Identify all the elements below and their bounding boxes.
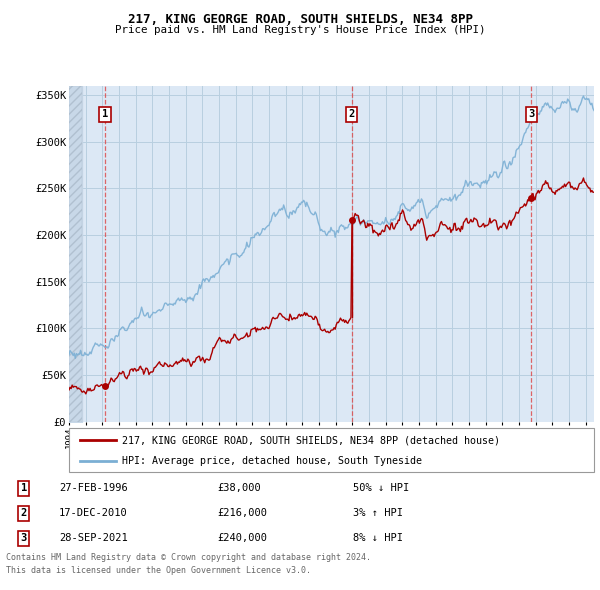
Text: HPI: Average price, detached house, South Tyneside: HPI: Average price, detached house, Sout…: [121, 456, 421, 466]
Text: 1: 1: [102, 109, 108, 119]
Text: 2: 2: [20, 509, 27, 518]
Text: 17-DEC-2010: 17-DEC-2010: [59, 509, 128, 518]
Text: 28-SEP-2021: 28-SEP-2021: [59, 533, 128, 543]
FancyBboxPatch shape: [69, 428, 594, 472]
Text: 8% ↓ HPI: 8% ↓ HPI: [353, 533, 403, 543]
Text: 2: 2: [349, 109, 355, 119]
Text: Contains HM Land Registry data © Crown copyright and database right 2024.: Contains HM Land Registry data © Crown c…: [6, 553, 371, 562]
Text: £38,000: £38,000: [218, 483, 262, 493]
Text: £240,000: £240,000: [218, 533, 268, 543]
Text: £216,000: £216,000: [218, 509, 268, 518]
Text: 3% ↑ HPI: 3% ↑ HPI: [353, 509, 403, 518]
Text: This data is licensed under the Open Government Licence v3.0.: This data is licensed under the Open Gov…: [6, 566, 311, 575]
Text: 1: 1: [20, 483, 27, 493]
Text: 27-FEB-1996: 27-FEB-1996: [59, 483, 128, 493]
Text: 3: 3: [528, 109, 535, 119]
Text: Price paid vs. HM Land Registry's House Price Index (HPI): Price paid vs. HM Land Registry's House …: [115, 25, 485, 35]
Text: 217, KING GEORGE ROAD, SOUTH SHIELDS, NE34 8PP (detached house): 217, KING GEORGE ROAD, SOUTH SHIELDS, NE…: [121, 435, 499, 445]
Text: 3: 3: [20, 533, 27, 543]
Text: 50% ↓ HPI: 50% ↓ HPI: [353, 483, 409, 493]
Text: 217, KING GEORGE ROAD, SOUTH SHIELDS, NE34 8PP: 217, KING GEORGE ROAD, SOUTH SHIELDS, NE…: [128, 13, 473, 26]
